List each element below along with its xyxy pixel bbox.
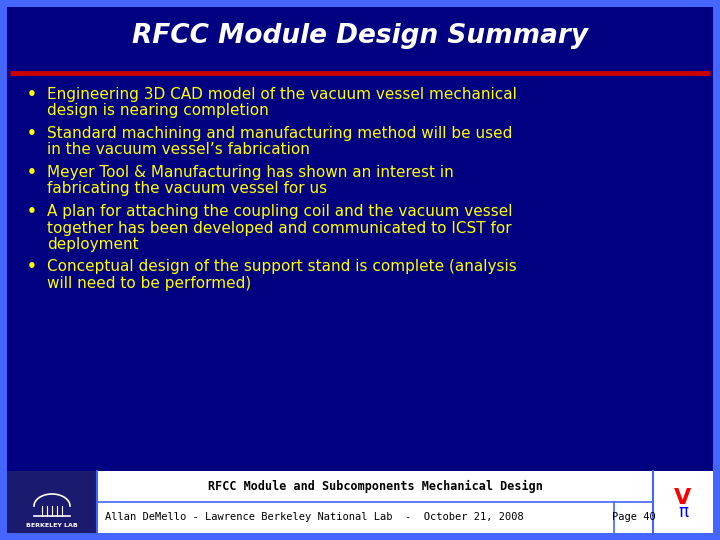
Text: •: • — [27, 87, 37, 102]
Bar — [653, 471, 713, 533]
Text: Page 40: Page 40 — [611, 512, 655, 523]
Text: A plan for attaching the coupling coil and the vacuum vessel: A plan for attaching the coupling coil a… — [47, 204, 513, 219]
Text: together has been developed and communicated to ICST for: together has been developed and communic… — [47, 220, 512, 235]
Text: •: • — [27, 260, 37, 274]
Text: •: • — [27, 204, 37, 219]
Bar — [7, 7, 713, 69]
Text: will need to be performed): will need to be performed) — [47, 276, 251, 291]
Text: in the vacuum vessel’s fabrication: in the vacuum vessel’s fabrication — [47, 143, 310, 158]
Text: BERKELEY LAB: BERKELEY LAB — [26, 523, 78, 528]
Text: fabricating the vacuum vessel for us: fabricating the vacuum vessel for us — [47, 181, 327, 197]
Text: •: • — [27, 126, 37, 141]
Bar — [7, 471, 713, 533]
Text: Allan DeMello - Lawrence Berkeley National Lab  -  October 21, 2008: Allan DeMello - Lawrence Berkeley Nation… — [105, 512, 523, 523]
Text: Engineering 3D CAD model of the vacuum vessel mechanical: Engineering 3D CAD model of the vacuum v… — [47, 87, 517, 102]
Text: Standard machining and manufacturing method will be used: Standard machining and manufacturing met… — [47, 126, 513, 141]
Text: deployment: deployment — [47, 237, 139, 252]
Text: RFCC Module and Subcomponents Mechanical Design: RFCC Module and Subcomponents Mechanical… — [207, 480, 542, 493]
Text: Meyer Tool & Manufacturing has shown an interest in: Meyer Tool & Manufacturing has shown an … — [47, 165, 454, 180]
Text: RFCC Module Design Summary: RFCC Module Design Summary — [132, 23, 588, 49]
Text: V: V — [675, 488, 692, 508]
Text: •: • — [27, 165, 37, 180]
Text: π: π — [678, 503, 688, 521]
Text: Conceptual design of the support stand is complete (analysis: Conceptual design of the support stand i… — [47, 260, 517, 274]
Bar — [7, 471, 97, 533]
Text: design is nearing completion: design is nearing completion — [47, 104, 269, 118]
